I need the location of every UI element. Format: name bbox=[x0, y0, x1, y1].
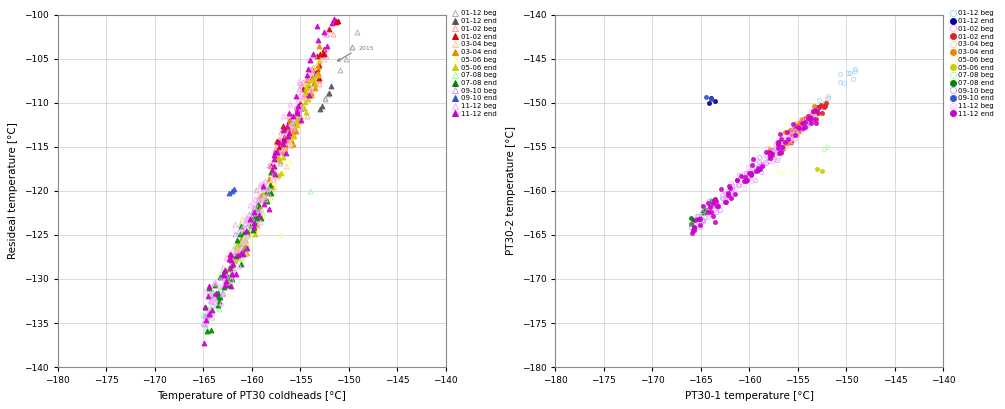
Text: 2015: 2015 bbox=[359, 46, 374, 51]
X-axis label: Temperature of PT30 coldheads [°C]: Temperature of PT30 coldheads [°C] bbox=[157, 391, 346, 401]
Y-axis label: PT30-2 temperature [°C]: PT30-2 temperature [°C] bbox=[506, 126, 516, 255]
X-axis label: PT30-1 temperature [°C]: PT30-1 temperature [°C] bbox=[684, 391, 814, 401]
Legend: 01-12 beg, 01-12 end, 01-02 beg, 01-02 end, 03-04 beg, 03-04 end, 05-06 beg, 05-: 01-12 beg, 01-12 end, 01-02 beg, 01-02 e… bbox=[449, 8, 499, 120]
Legend: 01-12 beg, 01-12 end, 01-02 beg, 01-02 end, 03-04 beg, 03-04 end, 05-06 beg, 05-: 01-12 beg, 01-12 end, 01-02 beg, 01-02 e… bbox=[948, 8, 997, 120]
Y-axis label: Resideal temperature [°C]: Resideal temperature [°C] bbox=[8, 122, 18, 259]
